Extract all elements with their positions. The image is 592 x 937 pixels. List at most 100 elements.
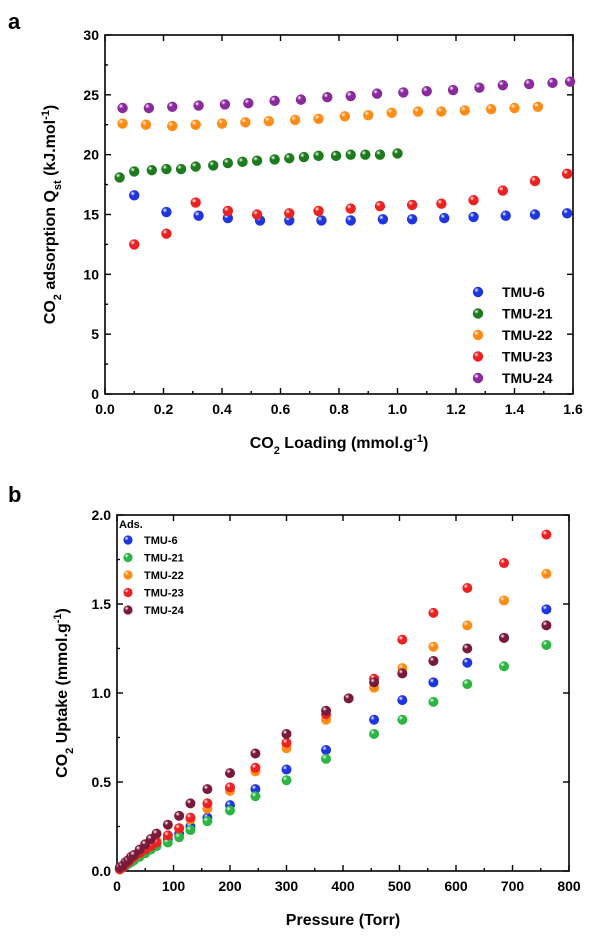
data-point <box>174 810 185 821</box>
data-point <box>129 190 140 201</box>
data-point <box>474 82 485 93</box>
legend-label: TMU-23 <box>502 349 553 365</box>
data-point <box>462 657 473 668</box>
data-point <box>371 88 383 99</box>
data-point <box>397 668 408 679</box>
legend: TMU-6 TMU-21 TMU-22 TMU-23 TMU-24 <box>472 284 553 386</box>
legend-marker <box>123 570 133 580</box>
data-point <box>398 87 409 98</box>
legend-marker <box>123 552 133 563</box>
x-tick-label: 1.6 <box>563 401 583 417</box>
legend-label: TMU-24 <box>144 605 185 617</box>
data-point <box>175 163 187 175</box>
data-point <box>117 118 128 129</box>
data-point <box>313 150 324 162</box>
data-point <box>146 165 157 176</box>
data-point <box>190 197 201 208</box>
data-point <box>251 155 263 166</box>
series-tmu-22 <box>117 101 544 132</box>
data-point <box>313 205 324 217</box>
data-point <box>251 209 263 220</box>
data-point <box>374 149 386 160</box>
data-point <box>289 114 301 126</box>
data-point <box>250 791 261 802</box>
data-point <box>263 115 274 127</box>
data-point <box>485 103 497 115</box>
data-point <box>174 823 185 834</box>
x-tick-label: 800 <box>557 878 581 894</box>
data-point <box>343 693 354 704</box>
data-point <box>162 837 173 848</box>
data-point <box>250 784 261 795</box>
x-tick-label: 200 <box>218 878 242 894</box>
data-point <box>202 816 213 827</box>
data-point <box>523 78 535 90</box>
data-point <box>541 620 552 631</box>
x-axis-title: Pressure (Torr) <box>286 912 400 929</box>
x-axis-title: CO2 Loading (mmol.g-1) <box>250 433 429 457</box>
legend-marker <box>123 605 133 615</box>
y-tick-label: 1.5 <box>92 596 112 612</box>
data-point <box>499 558 510 569</box>
x-tick-label: 0.6 <box>271 401 291 417</box>
data-point <box>345 149 356 160</box>
data-point <box>222 157 234 169</box>
data-point <box>459 105 470 116</box>
data-point <box>345 90 356 102</box>
data-point <box>541 568 552 579</box>
data-point <box>167 120 178 132</box>
legend-marker <box>472 308 484 319</box>
data-point <box>386 107 397 118</box>
data-point <box>360 149 371 160</box>
y-axis-title: CO2 adsorption Qst (kJ.mol-1) <box>40 105 64 324</box>
data-point <box>129 239 140 250</box>
y-tick-label: 10 <box>83 266 99 282</box>
data-point <box>468 211 479 223</box>
y-tick-label: 0.5 <box>92 774 112 790</box>
data-point <box>374 200 386 212</box>
data-point <box>397 695 408 706</box>
data-point <box>284 153 295 164</box>
y-axis-title: CO2 Uptake (mmol.g-1) <box>52 608 76 778</box>
data-point <box>564 76 576 87</box>
data-point <box>392 148 403 159</box>
data-point <box>321 705 332 716</box>
legend-label: TMU-23 <box>144 588 184 600</box>
data-point <box>313 113 324 124</box>
data-point <box>499 632 510 643</box>
series-tmu-6 <box>129 190 573 226</box>
data-point <box>497 185 508 196</box>
legend-marker <box>123 535 133 545</box>
x-tick-label: 600 <box>444 878 468 894</box>
data-point <box>250 762 261 773</box>
y-tick-label: 15 <box>83 207 99 223</box>
data-point <box>237 156 248 168</box>
legend-label: TMU-24 <box>502 370 553 386</box>
legend-title: Ads. <box>119 519 143 531</box>
data-point <box>161 163 172 175</box>
data-point <box>269 95 280 107</box>
data-point <box>162 819 173 830</box>
data-point <box>509 102 520 114</box>
legend-label: TMU-22 <box>502 327 553 343</box>
data-point <box>532 101 544 113</box>
data-point <box>345 215 356 226</box>
legend-label: TMU-21 <box>502 306 553 322</box>
data-point <box>561 168 573 180</box>
data-point <box>129 166 140 177</box>
data-point <box>140 119 152 130</box>
data-point <box>321 744 332 755</box>
data-point <box>397 634 408 645</box>
x-tick-label: 100 <box>162 878 186 894</box>
data-point <box>499 595 510 606</box>
data-point <box>202 784 213 795</box>
data-point <box>561 208 573 219</box>
y-tick-label: 20 <box>83 147 99 163</box>
data-point <box>339 111 351 122</box>
legend-label: TMU-21 <box>144 553 184 565</box>
data-point <box>190 161 201 172</box>
data-point <box>151 828 162 839</box>
y-tick-label: 0 <box>91 386 99 402</box>
data-point <box>369 728 380 739</box>
legend: Ads.TMU-6 TMU-21 TMU-22 TMU-23 TMU-24 <box>119 519 185 617</box>
